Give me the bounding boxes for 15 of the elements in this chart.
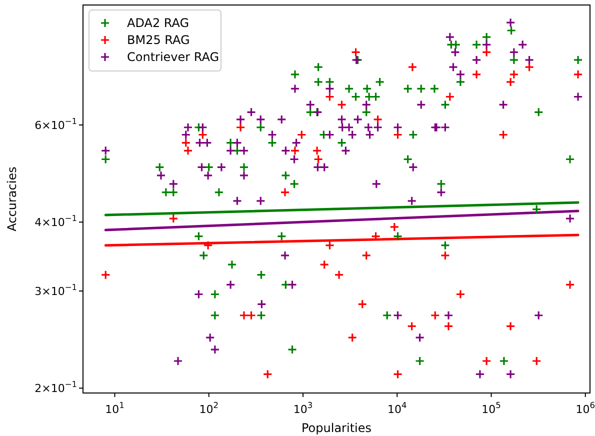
x-tick-label: 10$^{6}$ — [576, 400, 595, 416]
legend-label: ADA2 RAG — [127, 16, 190, 30]
y-tick-label: 6×10$^{−1}$ — [34, 116, 77, 132]
x-axis-title: Popularities — [301, 421, 372, 435]
y-axis-title: Accuracies — [5, 166, 19, 232]
x-tick-label: 10$^{2}$ — [199, 400, 218, 416]
y-tick-label: 4×10$^{−1}$ — [34, 213, 77, 230]
legend-label: Contriever RAG — [127, 50, 220, 64]
x-tick-label: 10$^{5}$ — [482, 400, 501, 416]
legend-label: BM25 RAG — [127, 33, 190, 47]
x-tick-label: 10$^{4}$ — [387, 400, 407, 416]
y-tick-label: 2×10$^{−1}$ — [34, 379, 77, 396]
x-tick-label: 10$^{3}$ — [293, 400, 313, 416]
y-tick-label: 3×10$^{−1}$ — [34, 282, 77, 298]
x-tick-label: 10$^{1}$ — [105, 400, 124, 416]
